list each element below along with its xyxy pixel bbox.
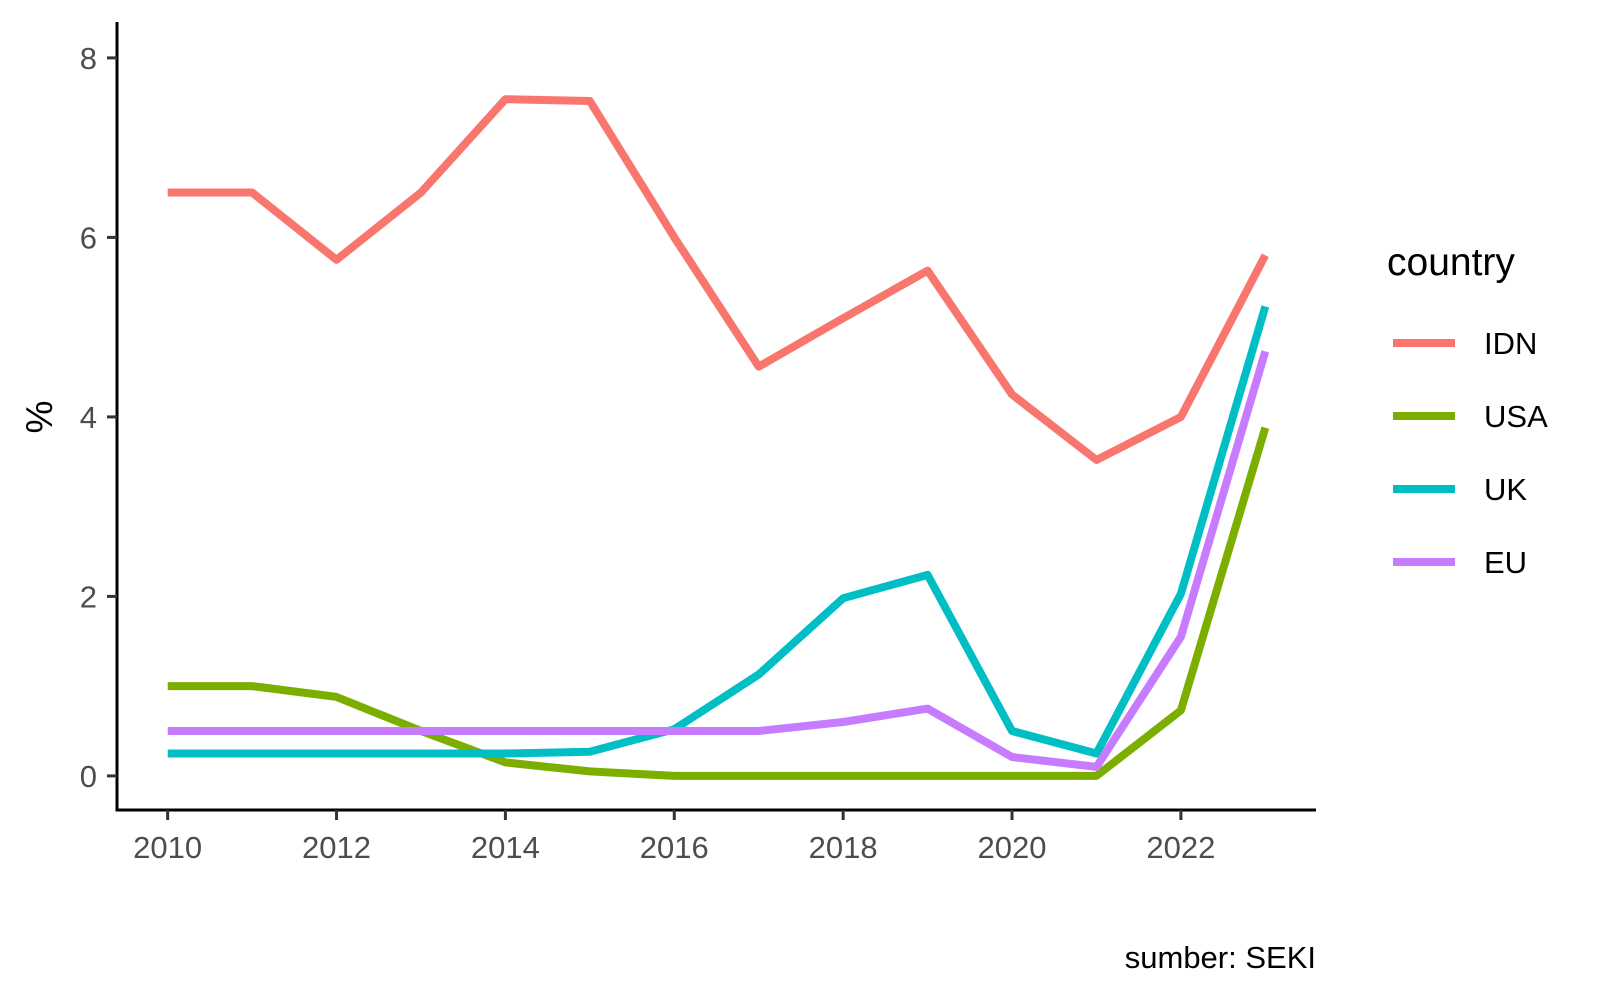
x-tick-label: 2010 — [133, 830, 202, 865]
legend-item-usa: USA — [1393, 399, 1548, 434]
y-tick-label: 2 — [80, 579, 97, 614]
legend-label: UK — [1484, 472, 1527, 507]
caption: sumber: SEKI — [1125, 940, 1316, 975]
series-line-usa — [167, 426, 1270, 780]
plot-lines — [167, 95, 1270, 780]
legend-label: EU — [1484, 545, 1527, 580]
legend-label: USA — [1484, 399, 1548, 434]
legend-item-eu: EU — [1393, 545, 1527, 580]
x-tick-label: 2022 — [1146, 830, 1215, 865]
y-ticks: 0 2 4 6 8 — [80, 41, 117, 794]
x-ticks: 2010 2012 2014 2016 2018 2020 2022 — [133, 810, 1215, 865]
y-tick-label: 6 — [80, 220, 97, 255]
x-tick-label: 2016 — [640, 830, 709, 865]
legend-label: IDN — [1484, 326, 1537, 361]
legend-item-idn: IDN — [1393, 326, 1537, 361]
x-tick-label: 2014 — [471, 830, 540, 865]
x-tick-label: 2012 — [302, 830, 371, 865]
legend: country IDN USA UK EU — [1387, 241, 1548, 580]
y-axis-label: % — [19, 401, 60, 434]
x-tick-label: 2020 — [978, 830, 1047, 865]
y-tick-label: 0 — [80, 759, 97, 794]
series-line-eu — [167, 350, 1270, 771]
y-tick-label: 4 — [80, 400, 97, 435]
y-tick-label: 8 — [80, 41, 97, 76]
x-tick-label: 2018 — [809, 830, 878, 865]
legend-title: country — [1387, 241, 1515, 284]
series-line-idn — [167, 95, 1269, 464]
legend-items: IDN USA UK EU — [1393, 326, 1548, 580]
series-line-uk — [167, 305, 1270, 758]
legend-item-uk: UK — [1393, 472, 1527, 507]
